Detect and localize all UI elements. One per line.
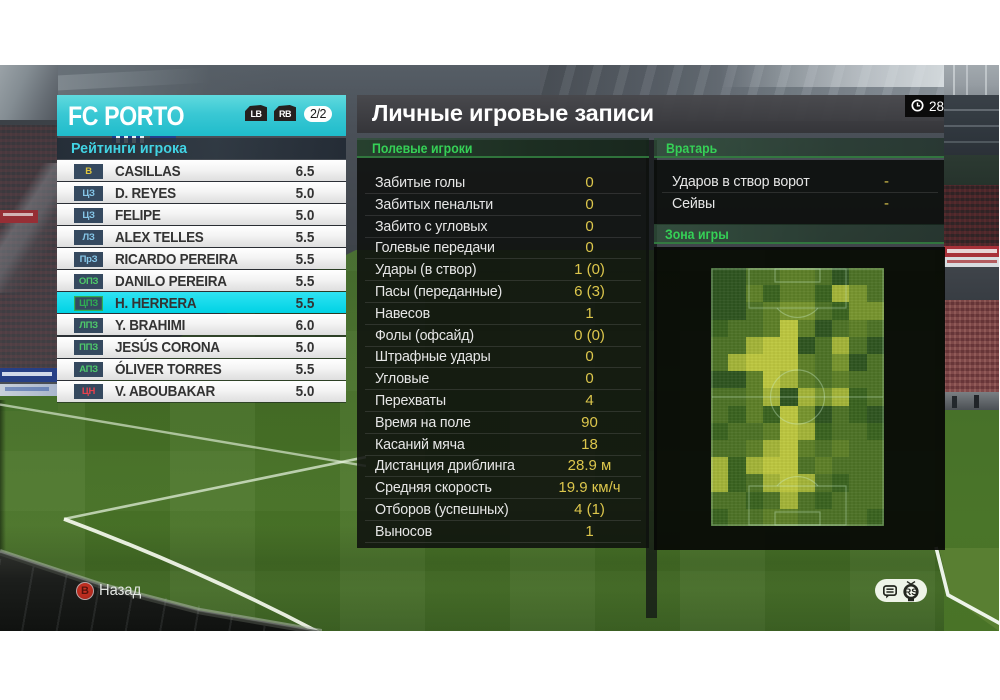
svg-text:RS: RS xyxy=(904,587,917,598)
